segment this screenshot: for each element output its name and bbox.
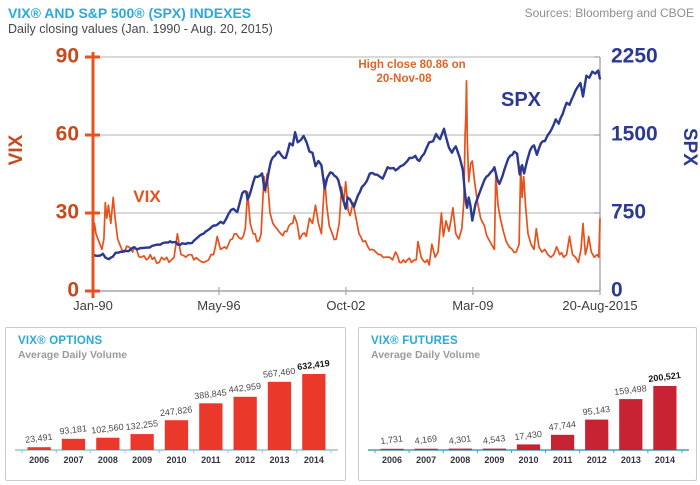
bar bbox=[482, 448, 506, 450]
bar-value-label: 442,959 bbox=[228, 381, 262, 395]
bar bbox=[448, 448, 472, 450]
x-tick-label: May-96 bbox=[197, 298, 240, 313]
spx-tick-label: 750 bbox=[611, 201, 646, 224]
bar-value-label: 17,430 bbox=[514, 429, 543, 442]
vix-axis-title: VIX bbox=[6, 134, 27, 165]
bar-value-label: 1,731 bbox=[380, 433, 404, 446]
bar bbox=[414, 448, 438, 450]
vix-tick-label: 90 bbox=[56, 45, 79, 68]
bar bbox=[61, 438, 86, 450]
spx-tick-label: 0 bbox=[611, 279, 623, 302]
vix-options-panel: 23,491 2006 93,181 2007 102,560 2008 132,255 20… bbox=[5, 327, 346, 481]
bar bbox=[653, 386, 677, 450]
vix-series-label: VIX bbox=[133, 187, 161, 206]
options-panel-subtitle: Average Daily Volume bbox=[18, 349, 128, 361]
bar bbox=[233, 396, 257, 450]
bar-value-label: 200,521 bbox=[648, 370, 682, 384]
bar bbox=[551, 434, 575, 450]
bar-year-label: 2007 bbox=[416, 455, 436, 465]
bar-year-label: 2012 bbox=[235, 455, 255, 465]
bar-value-label: 388,845 bbox=[194, 387, 228, 401]
bar-value-label: 132,255 bbox=[125, 418, 159, 432]
vix-futures-bar-chart: 1,731 2006 4,169 2007 4,301 2008 4,543 2009 17,4… bbox=[368, 370, 689, 465]
bar-year-label: 2008 bbox=[98, 455, 118, 465]
bar-value-label: 632,419 bbox=[297, 358, 331, 372]
spx-series-label: SPX bbox=[501, 89, 542, 111]
page-subtitle: Daily closing values (Jan. 1990 - Aug. 2… bbox=[8, 22, 273, 36]
bar-year-label: 2009 bbox=[132, 455, 152, 465]
bar bbox=[164, 420, 189, 450]
bar-value-label: 567,460 bbox=[262, 366, 296, 380]
spx-axis-title: SPX bbox=[679, 128, 700, 166]
vix-futures-panel: 1,731 2006 4,169 2007 4,301 2008 4,543 2009 17,4… bbox=[358, 327, 697, 481]
sources-note: Sources: Bloomberg and CBOE bbox=[524, 6, 694, 20]
bar-year-label: 2007 bbox=[63, 455, 83, 465]
bar-value-label: 23,491 bbox=[25, 432, 54, 445]
bar bbox=[619, 399, 643, 450]
bar bbox=[130, 434, 154, 450]
spx-tick-label: 2250 bbox=[611, 45, 658, 68]
bar-year-label: 2009 bbox=[484, 455, 504, 465]
bar-year-label: 2006 bbox=[382, 455, 402, 465]
vix-tick-label: 60 bbox=[56, 123, 79, 146]
bar-value-label: 4,543 bbox=[482, 433, 506, 446]
bar-value-label: 247,826 bbox=[159, 404, 193, 418]
bar-year-label: 2013 bbox=[621, 455, 641, 465]
page-title: VIX® AND S&P 500® (SPX) INDEXES bbox=[8, 5, 252, 21]
futures-panel-subtitle: Average Daily Volume bbox=[371, 349, 481, 361]
bar-year-label: 2008 bbox=[450, 455, 470, 465]
bar-value-label: 93,181 bbox=[59, 423, 88, 436]
bar-value-label: 102,560 bbox=[91, 422, 125, 436]
bar bbox=[27, 447, 51, 450]
bar bbox=[585, 419, 609, 450]
bar-year-label: 2011 bbox=[553, 455, 573, 465]
spx-line bbox=[92, 69, 602, 261]
bar bbox=[199, 403, 223, 450]
spx-tick-label: 1500 bbox=[611, 123, 658, 146]
bar-value-label: 4,169 bbox=[414, 433, 438, 446]
high-close-annotation-line2: 20-Nov-08 bbox=[377, 73, 433, 85]
bar bbox=[267, 381, 292, 450]
bar-value-label: 95,143 bbox=[582, 404, 611, 417]
x-tick-label: Oct-02 bbox=[326, 298, 365, 313]
x-tick-label: Jan-90 bbox=[73, 298, 113, 313]
high-close-annotation-line1: High close 80.86 on bbox=[358, 59, 465, 71]
vix-tick-label: 30 bbox=[56, 201, 79, 224]
bar-value-label: 4,301 bbox=[448, 433, 472, 446]
x-tick-label: 20-Aug-2015 bbox=[562, 298, 637, 313]
bar-value-label: 159,498 bbox=[614, 383, 648, 397]
bar bbox=[96, 437, 120, 450]
bar-value-label: 47,744 bbox=[548, 419, 577, 432]
bar-year-label: 2010 bbox=[518, 455, 538, 465]
bar-year-label: 2014 bbox=[304, 455, 324, 465]
futures-panel-title: VIX® FUTURES bbox=[371, 335, 458, 347]
x-tick-label: Mar-09 bbox=[452, 298, 493, 313]
options-panel-title: VIX® OPTIONS bbox=[18, 335, 103, 347]
bar bbox=[380, 448, 404, 450]
bar-year-label: 2012 bbox=[587, 455, 607, 465]
bar-year-label: 2014 bbox=[655, 455, 675, 465]
bar-year-label: 2006 bbox=[29, 455, 49, 465]
vix-options-bar-chart: 23,491 2006 93,181 2007 102,560 2008 132,255 20… bbox=[15, 358, 338, 465]
bar bbox=[302, 374, 326, 450]
bar-year-label: 2013 bbox=[269, 455, 289, 465]
bar-year-label: 2011 bbox=[201, 455, 221, 465]
bar bbox=[516, 444, 541, 450]
bar-year-label: 2010 bbox=[166, 455, 186, 465]
vix-tick-label: 0 bbox=[67, 279, 79, 302]
